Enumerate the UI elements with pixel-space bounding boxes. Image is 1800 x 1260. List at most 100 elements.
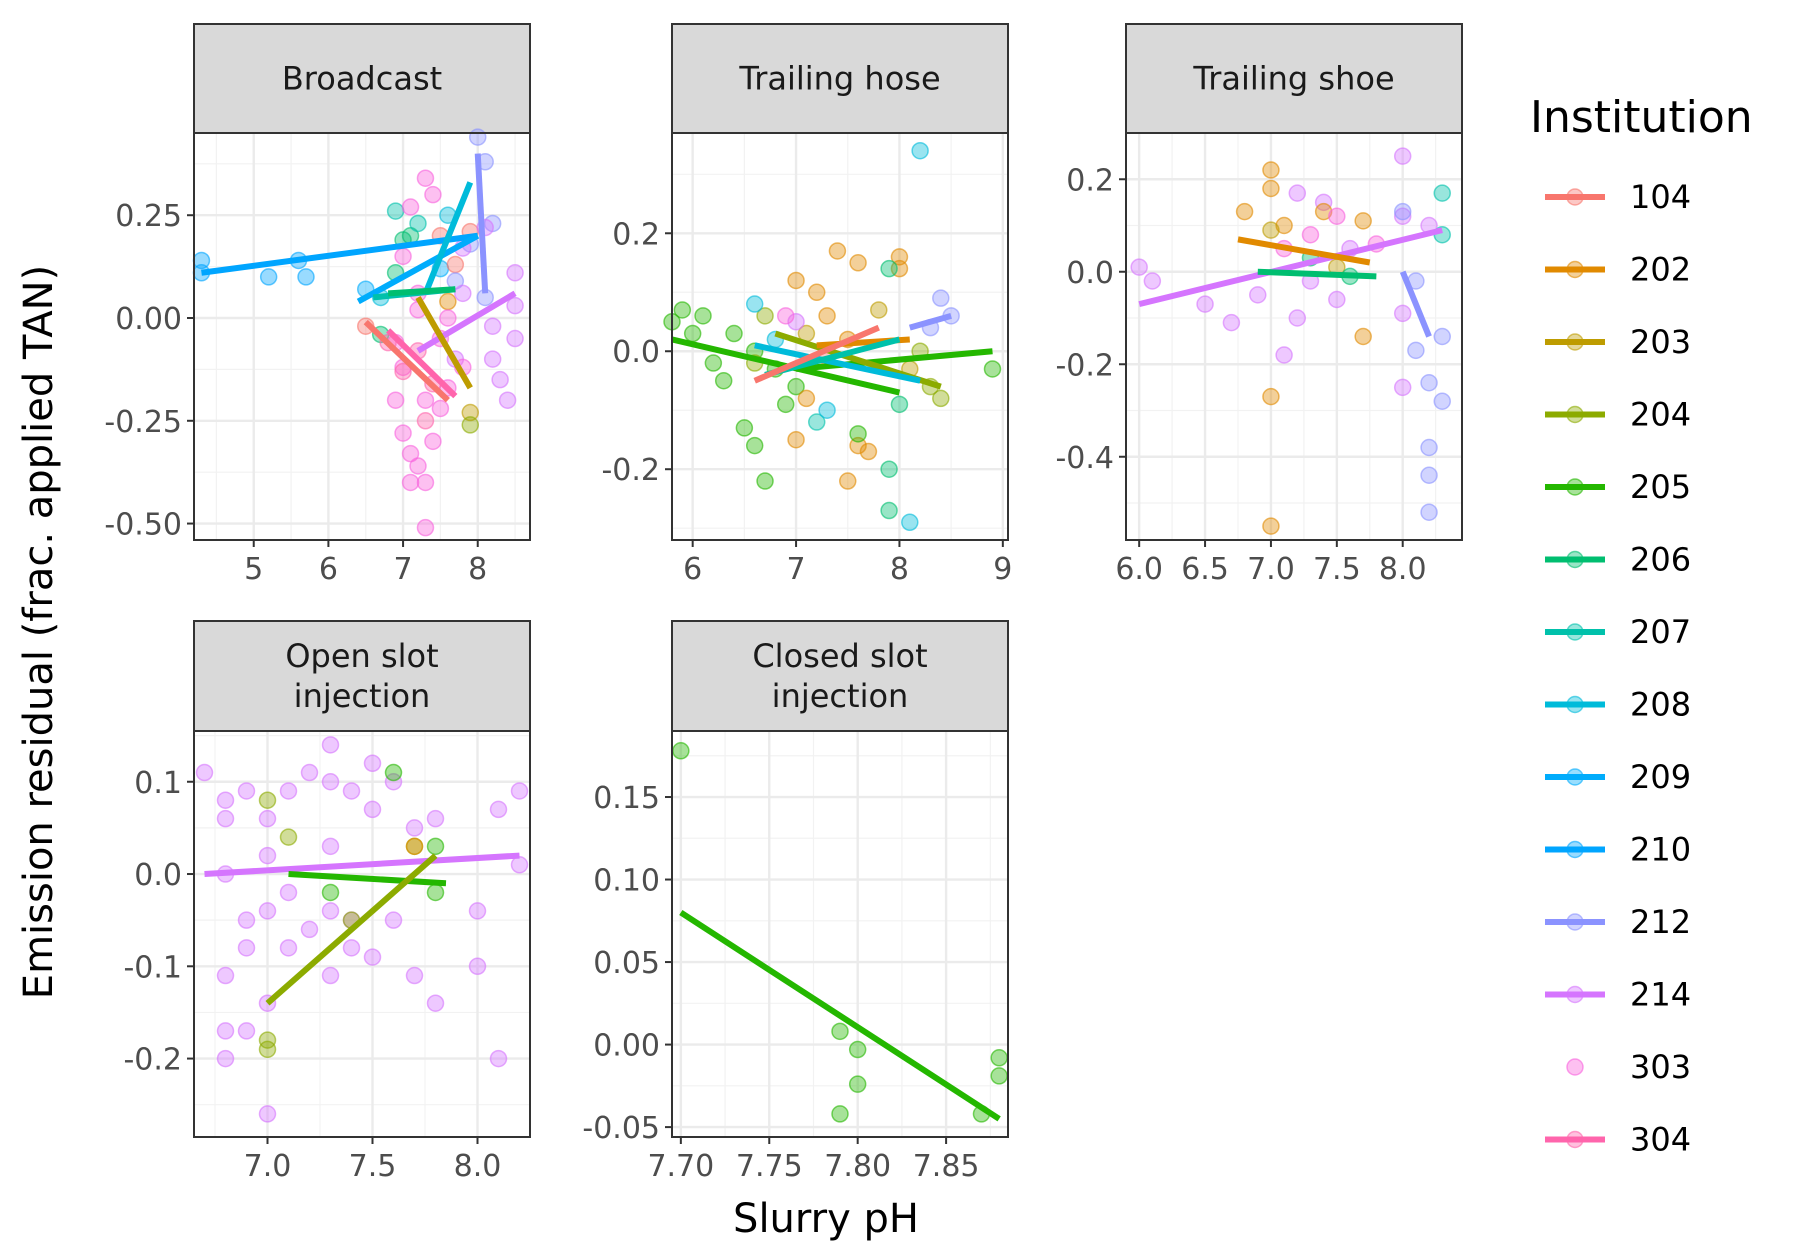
data-point	[416, 518, 435, 537]
data-point	[279, 939, 298, 957]
data-point	[1262, 221, 1280, 239]
gridlines	[194, 133, 530, 540]
data-point	[384, 763, 403, 782]
legend-key-point	[1566, 333, 1584, 351]
y-tick-label: -0.2	[123, 1043, 182, 1078]
data-point	[384, 911, 403, 929]
y-tick-label: 0.10	[593, 864, 660, 899]
data-point	[321, 837, 340, 856]
data-point	[363, 754, 382, 773]
data-point	[321, 966, 340, 985]
data-point	[416, 391, 435, 409]
data-point	[426, 837, 445, 856]
data-point	[258, 846, 277, 865]
data-point	[990, 1067, 1008, 1085]
data-point	[321, 902, 340, 920]
data-point	[216, 791, 235, 809]
legend-item: 210	[1545, 831, 1691, 869]
axes: 7.0 7.5 8.0 0.1 0.0 -0.1 -0.2	[123, 766, 501, 1184]
legend-key-point	[1566, 840, 1584, 859]
legend-label: 209	[1630, 758, 1691, 796]
panel-border	[193, 730, 531, 1138]
data-point	[461, 403, 480, 422]
data-point	[1354, 327, 1372, 346]
y-tick-label: -0.50	[104, 508, 182, 543]
legend-key-point	[1566, 768, 1584, 786]
data-point	[787, 313, 805, 331]
data-point	[880, 460, 898, 478]
axes: 6.0 6.5 7.0 7.5 8.0 0.2 0.0 -0.2 -0.4	[1055, 163, 1426, 587]
data-point	[1288, 309, 1307, 327]
data-point	[870, 301, 888, 319]
y-tick-label: 0.25	[115, 199, 182, 234]
y-tick-label: -0.05	[582, 1111, 660, 1146]
fit-line	[204, 852, 520, 878]
legend-key-point	[1566, 913, 1584, 931]
x-tick-label: 5	[244, 552, 263, 587]
data-point	[776, 395, 795, 414]
x-tick-label: 9	[993, 552, 1012, 587]
facet-strip-label: Open slot	[285, 637, 438, 675]
fit-lines	[201, 153, 517, 403]
x-tick-label: 7.0	[244, 1149, 292, 1184]
points	[1130, 147, 1451, 535]
x-tick-label: 7.70	[647, 1149, 714, 1184]
data-point	[776, 307, 795, 325]
data-point	[300, 920, 319, 939]
legend-item: 304	[1545, 1121, 1691, 1159]
data-point	[1249, 286, 1267, 304]
facet-strip-label: Trailing hose	[738, 60, 940, 98]
data-point	[363, 800, 382, 819]
data-point	[426, 883, 445, 902]
data-point	[468, 902, 487, 920]
fit-line	[474, 153, 489, 294]
x-tick-label: 7.5	[1313, 552, 1361, 587]
fit-lines	[204, 852, 520, 1006]
data-point	[848, 1040, 867, 1059]
y-tick-label: -0.1	[123, 950, 182, 985]
data-point	[321, 883, 340, 902]
data-point	[849, 254, 867, 272]
data-point	[416, 473, 435, 492]
data-point	[401, 473, 420, 492]
data-point	[426, 809, 445, 828]
facet-strip	[1125, 23, 1463, 134]
x-tick-label: 7.75	[736, 1149, 803, 1184]
data-point	[1275, 346, 1293, 364]
data-point	[932, 289, 950, 307]
data-point	[384, 773, 403, 791]
data-point	[1393, 202, 1412, 221]
data-point	[506, 329, 524, 348]
legend-item: 212	[1545, 903, 1691, 941]
data-point	[216, 1022, 235, 1040]
data-point	[259, 268, 278, 286]
fit-line	[1257, 268, 1377, 280]
data-point	[300, 763, 319, 782]
data-point	[1275, 216, 1293, 235]
y-tick-label: 0.00	[593, 1029, 660, 1064]
panel-background	[672, 731, 1008, 1137]
data-point	[363, 948, 382, 966]
gridlines	[672, 731, 1008, 1137]
data-point	[454, 284, 472, 303]
y-tick-label: 0.2	[1066, 163, 1114, 198]
facet-strip	[193, 23, 531, 134]
legend-key-point	[1566, 695, 1584, 714]
data-point	[506, 264, 524, 282]
x-tick-label: 6.5	[1181, 552, 1229, 587]
legend-key-point	[1566, 985, 1584, 1004]
legend: Institution 104 202 203 204 205 206 207 208 209 2…	[1530, 92, 1753, 1159]
data-point	[279, 782, 298, 800]
data-point	[258, 1031, 277, 1049]
data-point	[216, 1049, 235, 1068]
legend-label: 303	[1630, 1048, 1691, 1086]
legend-key-point	[1566, 550, 1584, 569]
y-tick-label: -0.25	[104, 405, 182, 440]
fit-line	[363, 319, 450, 403]
data-point	[1130, 258, 1148, 276]
data-point	[683, 324, 702, 343]
data-point	[849, 425, 867, 443]
legend-item: 202	[1545, 251, 1691, 289]
x-tick-label: 7	[787, 552, 806, 587]
